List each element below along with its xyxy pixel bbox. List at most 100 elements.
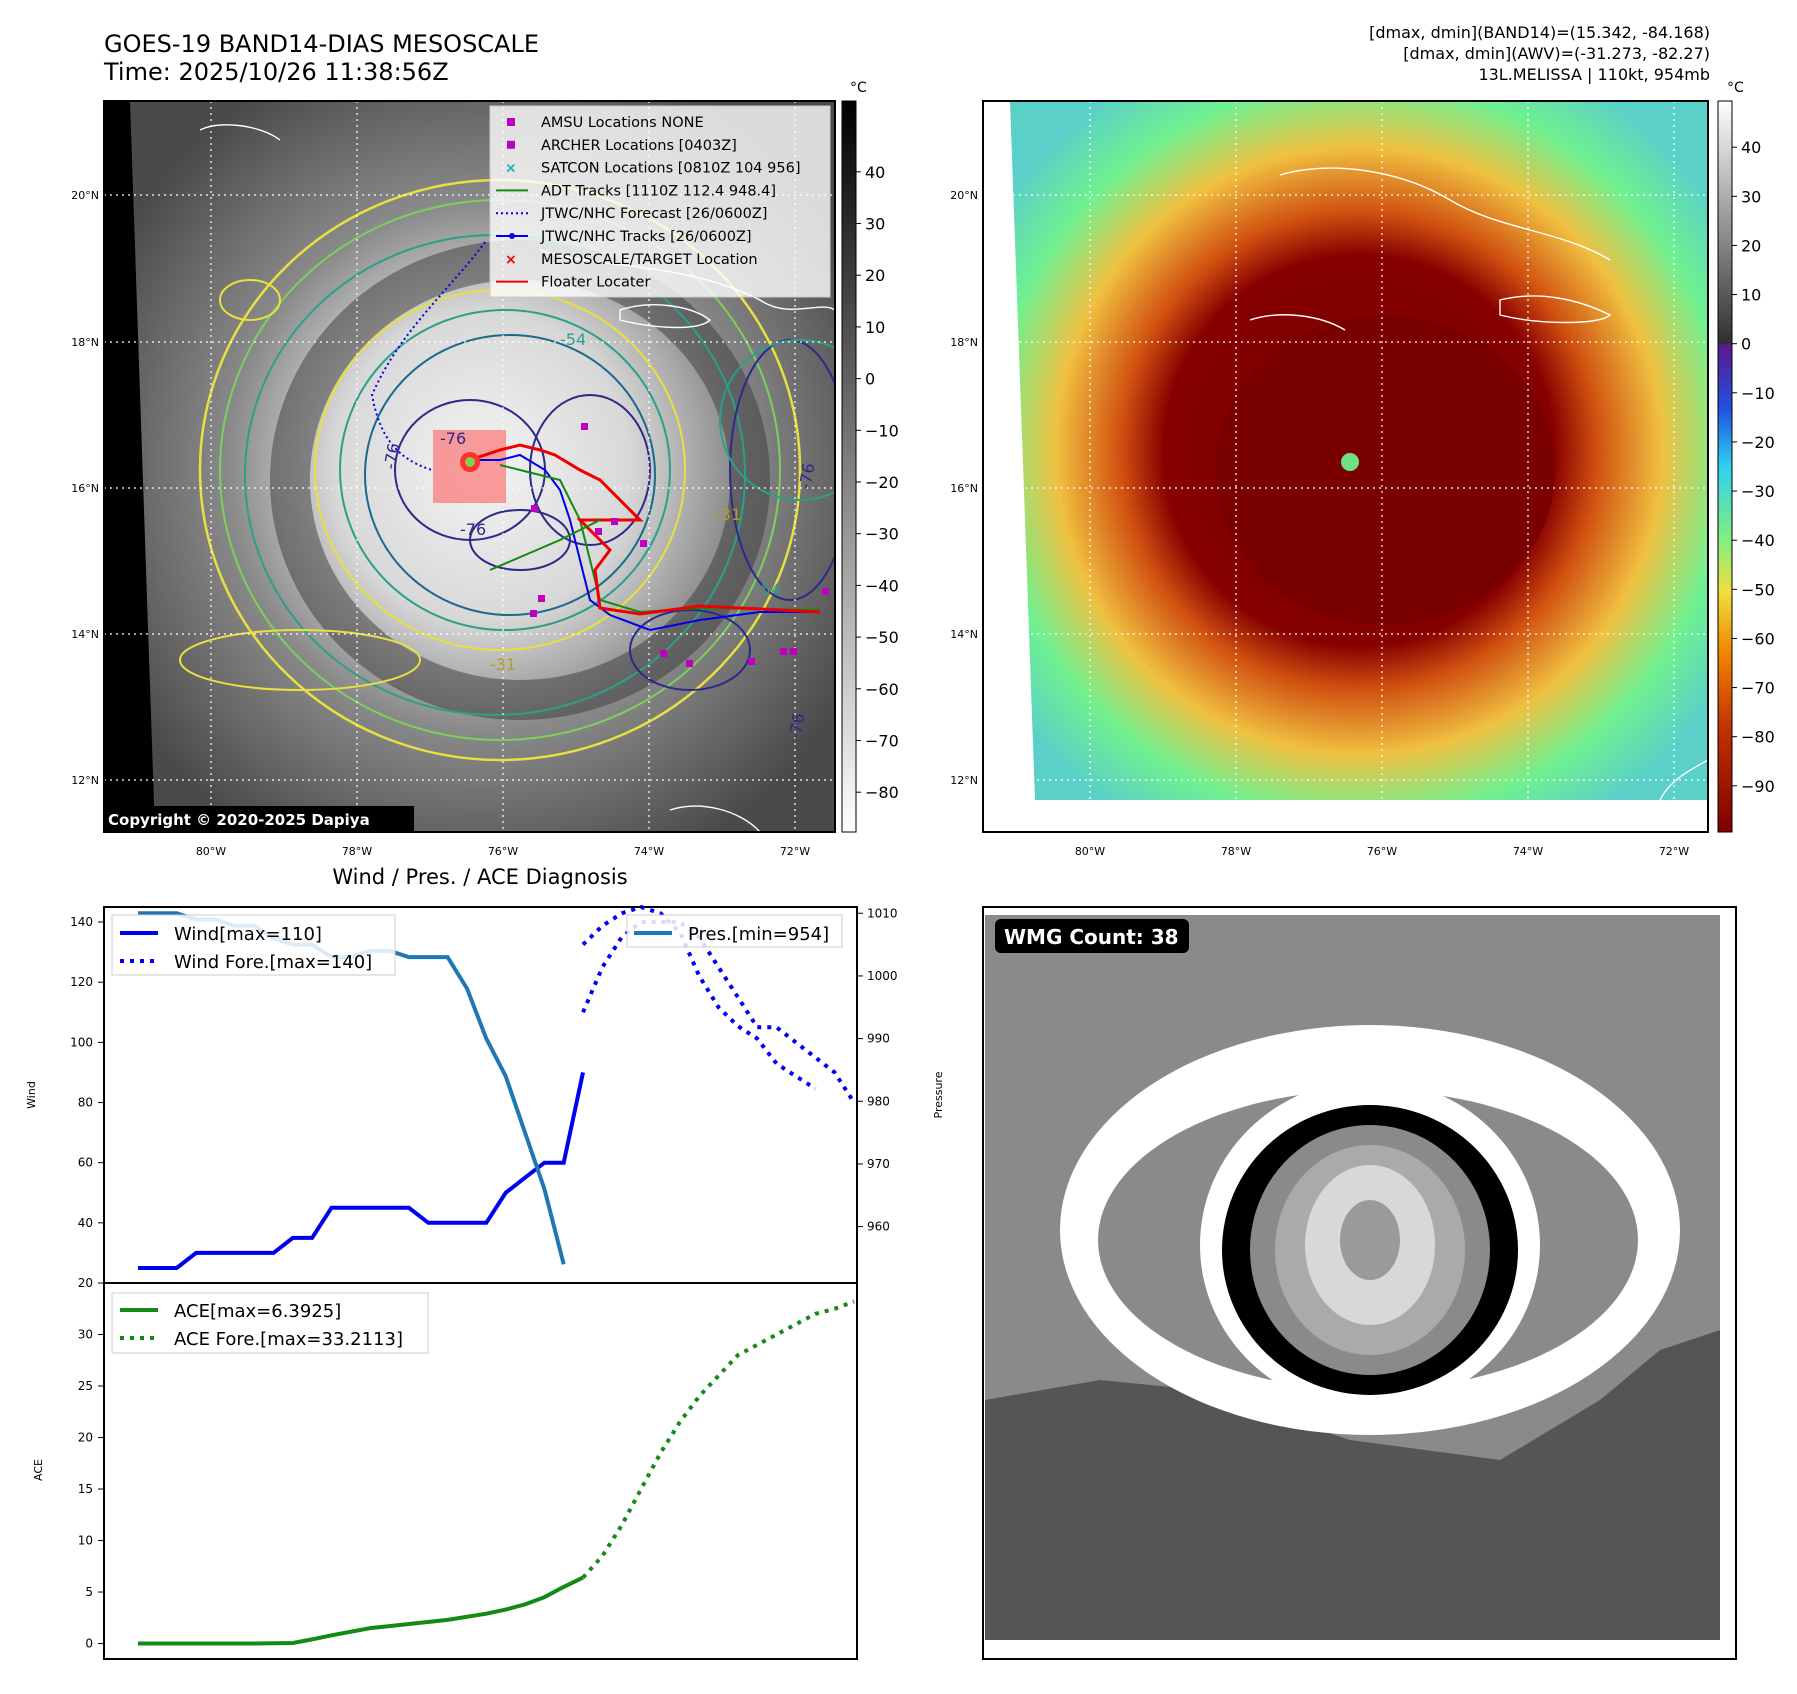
grid-lines: [983, 101, 1708, 832]
colorbar-tick-label: −10: [1741, 384, 1775, 403]
lon-tick-label: 74°W: [1513, 845, 1543, 858]
y-tick-label: 0: [85, 1637, 93, 1651]
series-line: [138, 1071, 585, 1270]
y-tick-label: 960: [867, 1220, 890, 1234]
lat-tick-label: 14°N: [71, 628, 99, 641]
colorbar-tick-label: 0: [865, 370, 875, 389]
copyright-text: Copyright © 2020-2025 Dapiya: [108, 811, 370, 829]
y-tick-label: 10: [78, 1534, 93, 1548]
legend-item-label: ARCHER Locations [0403Z]: [541, 138, 737, 154]
legend-item-label: Floater Locater: [541, 275, 650, 291]
legend-ace-fore: ACE Fore.[max=33.2113]: [174, 1329, 403, 1350]
legend-item-label: AMSU Locations NONE: [541, 115, 704, 131]
colorbar-tick-label: −70: [1741, 679, 1775, 698]
lat-tick-label: 20°N: [71, 189, 99, 202]
wmg-count: WMG Count: 38: [1004, 925, 1179, 949]
lon-tick-label: 80°W: [196, 845, 226, 858]
wmg-panel: WMG Count: 38: [982, 906, 1737, 1660]
lat-tick-label: 18°N: [950, 336, 978, 349]
lon-tick-label: 78°W: [342, 845, 372, 858]
y-tick-label: 20: [78, 1431, 93, 1445]
lat-tick-label: 16°N: [71, 482, 99, 495]
colorbar-tick-label: −50: [1741, 580, 1775, 599]
colorbar-tick-label: 10: [1741, 286, 1761, 305]
colorbar-tick-label: −30: [1741, 482, 1775, 501]
y-tick-label: 60: [78, 1156, 93, 1170]
lon-tick-label: 74°W: [634, 845, 664, 858]
lat-tick-label: 12°N: [950, 774, 978, 787]
y-tick-label: 15: [78, 1482, 93, 1496]
legend-marker: [507, 118, 515, 126]
info-line2: [dmax, dmin](AWV)=(-31.273, -82.27): [1403, 44, 1710, 63]
colorbar-tick-label: −20: [865, 473, 899, 492]
lon-tick-label: 72°W: [1659, 845, 1689, 858]
legend-item-label: JTWC/NHC Forecast [26/0600Z]: [540, 206, 767, 222]
y-tick-label: 20: [78, 1276, 93, 1290]
contours: [179, 178, 835, 762]
y-tick-label: 990: [867, 1032, 890, 1046]
colorbar-tick-label: 20: [865, 266, 885, 285]
tracks: [468, 443, 821, 632]
colorbar-ir: °C 40 30 20 10 0 −10 −20 −30 −40 −50 −60 −70 −80: [841, 80, 899, 833]
lat-tick-label: 20°N: [950, 189, 978, 202]
legend-item-label: SATCON Locations [0810Z 104 956]: [541, 161, 800, 177]
legend-wind-fore: Wind Fore.[max=140]: [174, 952, 372, 973]
diag-title: Wind / Pres. / ACE Diagnosis: [332, 865, 627, 889]
legend-ace: ACE[max=6.3925]: [174, 1301, 341, 1322]
y-tick-label: 30: [78, 1328, 93, 1342]
legend-marker: ×: [505, 161, 517, 177]
y-tick-label: 1010: [867, 906, 898, 920]
series-line: [581, 904, 817, 1091]
info-line3: 13L.MELISSA | 110kt, 954mb: [1478, 65, 1710, 84]
colorbar-tick-label: −80: [865, 783, 899, 802]
wind-pressure-chart: Wind Pressure 140 120 100 80 60 40 20 1010 1000…: [25, 904, 945, 1290]
lon-tick-label: 76°W: [1367, 845, 1397, 858]
pressure-ylabel: Pressure: [932, 1071, 945, 1118]
color-map-frame: [982, 100, 1709, 833]
colorbar-tick-label: 40: [865, 163, 885, 182]
y-tick-label: 100: [70, 1035, 93, 1049]
y-tick-label: 980: [867, 1094, 890, 1108]
legend-item-label: ADT Tracks [1110Z 112.4 948.4]: [541, 183, 776, 199]
contour-label: -54: [755, 580, 781, 599]
ir-map-frame: [103, 100, 836, 833]
colorbar-tick-label: −10: [865, 421, 899, 440]
legend-pres: Pres.[min=954]: [688, 924, 829, 945]
lon-tick-label: 76°W: [488, 845, 518, 858]
colorbar-tick-label: −90: [1741, 777, 1775, 796]
colorbar-tick-label: −20: [1741, 433, 1775, 452]
lat-tick-label: 14°N: [950, 628, 978, 641]
contour-label: -76: [440, 429, 466, 448]
ace-ylabel: ACE: [32, 1459, 45, 1481]
wind-ylabel: Wind: [25, 1081, 38, 1109]
contour-label: -76: [795, 462, 818, 491]
storm-eye: [460, 452, 480, 472]
lon-tick-label: 78°W: [1221, 845, 1251, 858]
contour-label: -76: [460, 520, 486, 539]
ace-chart: ACE 30 25 20 15 10 5 0 ACE[max=6.3925] ACE For…: [32, 1282, 858, 1660]
wmg-label-box: [995, 919, 1189, 953]
colorbar-unit: °C: [850, 80, 867, 96]
copyright-box: [104, 806, 414, 832]
info-line1: [dmax, dmin](BAND14)=(15.342, -84.168): [1369, 23, 1710, 42]
legend-marker: ×: [505, 252, 517, 268]
lat-tick-label: 16°N: [950, 482, 978, 495]
colorbar-tick-label: 0: [1741, 335, 1751, 354]
colorbar-tick-label: 10: [865, 318, 885, 337]
colorbar-tick-label: −40: [865, 576, 899, 595]
series-line: [581, 1299, 855, 1579]
lon-tick-label: 72°W: [780, 845, 810, 858]
contour-label: -54: [560, 330, 586, 349]
contour-label: -76: [785, 712, 808, 741]
legend-marker: [509, 233, 515, 239]
colorbar-tick-label: −60: [1741, 629, 1775, 648]
colorbar-tick-label: 30: [1741, 187, 1761, 206]
title-line1: GOES-19 BAND14-DIAS MESOSCALE: [104, 30, 539, 58]
legend-wind: Wind[max=110]: [174, 924, 322, 945]
legend: AMSU Locations NONE ARCHER Locations [040…: [489, 105, 831, 298]
y-tick-label: 40: [78, 1216, 93, 1230]
colorbar-tick-label: −50: [865, 628, 899, 647]
y-tick-label: 25: [78, 1379, 93, 1393]
contour-label: -31: [715, 505, 741, 524]
